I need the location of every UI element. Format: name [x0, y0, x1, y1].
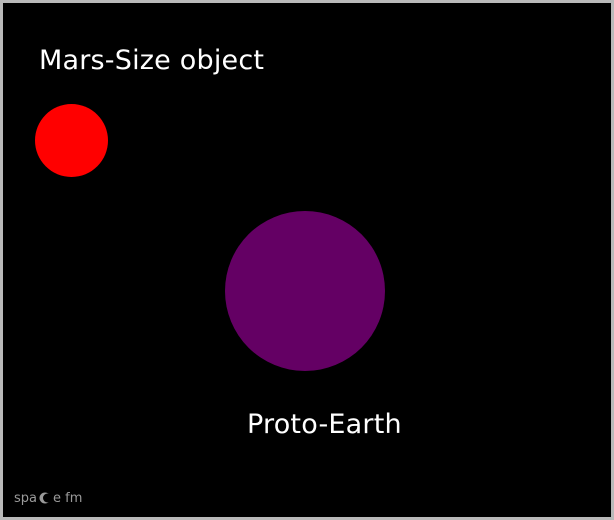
mars-size-object-label: Mars-Size object — [39, 45, 265, 76]
watermark-text-start: spa — [14, 490, 37, 506]
crescent-moon-icon — [39, 492, 52, 504]
proto-earth-label: Proto-Earth — [247, 409, 402, 440]
spacefm-watermark: spa e fm — [14, 491, 82, 505]
watermark-text-end: e fm — [53, 490, 83, 506]
mars-size-object-circle — [35, 104, 108, 177]
proto-earth-circle — [225, 211, 385, 371]
